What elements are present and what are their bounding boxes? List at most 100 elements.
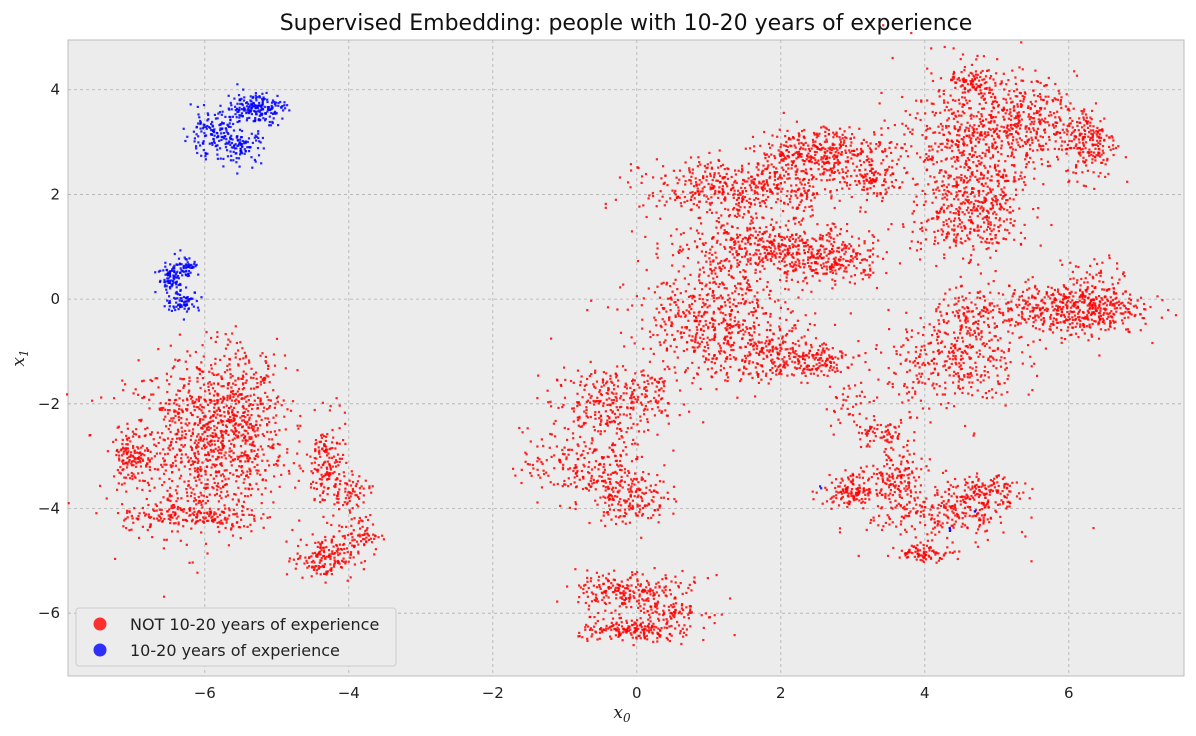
data-point: [772, 226, 775, 229]
data-point: [816, 193, 819, 196]
data-point: [201, 433, 204, 436]
data-point: [689, 156, 693, 159]
data-point: [253, 449, 256, 452]
data-point: [723, 168, 726, 171]
data-point: [196, 380, 199, 383]
data-point: [641, 374, 644, 377]
data-point: [827, 128, 830, 132]
data-point: [166, 489, 169, 492]
data-point: [640, 536, 643, 539]
data-point: [623, 628, 626, 631]
data-point: [682, 635, 685, 638]
data-point: [122, 459, 125, 462]
data-point: [315, 457, 318, 460]
data-point: [833, 260, 836, 263]
data-point: [583, 384, 586, 387]
data-point: [208, 514, 211, 518]
data-point: [810, 205, 813, 208]
data-point: [844, 144, 848, 148]
data-point: [561, 468, 565, 471]
data-point: [579, 380, 582, 383]
data-point: [804, 171, 807, 175]
data-point: [319, 501, 322, 504]
data-point: [191, 402, 194, 405]
data-point: [217, 407, 220, 410]
data-point: [645, 486, 648, 489]
data-point: [645, 268, 648, 272]
data-point: [125, 527, 128, 530]
data-point: [869, 164, 872, 167]
data-point: [759, 252, 762, 255]
data-point: [841, 133, 844, 136]
data-point: [184, 433, 188, 436]
data-point: [220, 448, 223, 452]
data-point: [243, 386, 246, 390]
data-point: [264, 487, 267, 490]
data-point: [171, 461, 175, 465]
data-point: [820, 147, 824, 150]
data-point: [688, 410, 691, 413]
data-point: [227, 433, 230, 436]
data-point: [237, 378, 240, 381]
data-point: [630, 478, 633, 481]
data-point: [866, 172, 869, 176]
data-point: [851, 260, 854, 263]
data-point: [609, 494, 612, 497]
data-point: [677, 612, 680, 615]
data-point: [652, 591, 655, 595]
data-point: [162, 406, 165, 409]
data-point: [619, 464, 622, 467]
data-point: [620, 469, 623, 472]
data-point: [223, 445, 226, 448]
data-point: [167, 398, 171, 401]
data-point: [187, 391, 190, 394]
data-point: [598, 584, 601, 587]
data-point: [620, 621, 623, 624]
data-point: [845, 230, 849, 233]
data-point: [727, 215, 731, 218]
data-point: [730, 236, 733, 240]
data-point: [330, 538, 333, 541]
data-point: [670, 617, 673, 620]
data-point: [223, 397, 226, 400]
data-point: [655, 626, 658, 629]
data-point: [330, 573, 333, 576]
data-point: [198, 421, 201, 424]
data-point: [67, 502, 70, 505]
data-point: [839, 228, 842, 231]
data-point: [357, 522, 360, 525]
data-point: [856, 252, 859, 255]
data-point: [525, 453, 528, 456]
data-point: [778, 161, 781, 164]
data-point: [155, 509, 158, 512]
data-point: [750, 175, 753, 178]
data-point: [188, 422, 191, 425]
data-point: [237, 349, 240, 352]
data-point: [761, 232, 764, 236]
data-point: [761, 200, 764, 203]
data-point: [666, 622, 669, 625]
data-point: [178, 477, 181, 480]
data-point: [195, 445, 198, 448]
data-point: [656, 402, 659, 405]
data-point: [223, 483, 226, 487]
data-point: [327, 452, 330, 455]
data-point: [167, 514, 170, 517]
data-point: [688, 171, 691, 174]
data-point: [201, 411, 204, 414]
data-point: [321, 447, 324, 450]
data-point: [137, 359, 140, 362]
data-point: [550, 455, 553, 458]
data-point: [206, 495, 209, 498]
data-point: [271, 444, 274, 448]
data-point: [822, 125, 825, 128]
data-point: [636, 443, 639, 446]
data-point: [192, 488, 195, 491]
data-point: [702, 301, 705, 304]
data-point: [159, 452, 162, 455]
data-point: [320, 434, 323, 437]
data-point: [833, 153, 836, 157]
data-point: [177, 523, 180, 526]
data-point: [672, 611, 676, 614]
data-point: [632, 382, 635, 385]
